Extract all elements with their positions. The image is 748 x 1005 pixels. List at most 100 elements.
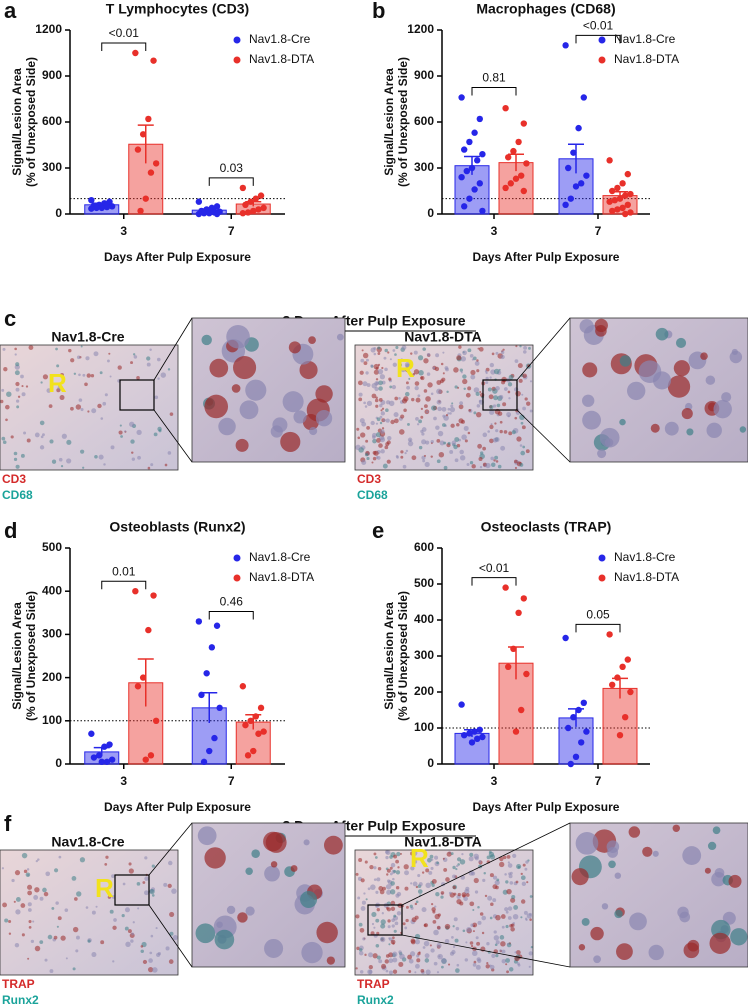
cell: [499, 949, 502, 952]
cell: [379, 403, 383, 408]
cell: [4, 918, 9, 923]
cell: [386, 889, 392, 895]
cell: [403, 408, 407, 413]
cell: [436, 388, 442, 395]
data-point: [213, 210, 221, 218]
cell: [150, 463, 154, 467]
zoom-line: [401, 934, 571, 968]
cell: [380, 449, 385, 454]
cell: [392, 969, 398, 974]
cell: [403, 396, 409, 402]
cell: [385, 969, 389, 973]
cell: [441, 957, 447, 964]
data-point: [619, 180, 626, 187]
cell: [524, 917, 528, 920]
cell: [470, 369, 476, 376]
cell: [42, 887, 47, 893]
cell: [157, 952, 161, 956]
data-point: [474, 735, 481, 742]
cell: [455, 867, 458, 871]
cell: [93, 351, 99, 357]
cell: [652, 850, 659, 857]
cell: [14, 942, 20, 948]
cell: [469, 901, 475, 907]
cell: [465, 886, 470, 891]
cell: [590, 926, 604, 941]
cell: [499, 420, 503, 424]
cell: [435, 892, 440, 897]
x-tick-label: 3: [491, 774, 498, 788]
cell: [388, 970, 393, 975]
cell: [510, 897, 516, 903]
cell: [376, 877, 381, 882]
cell: [405, 918, 409, 923]
y-tick-label: 900: [414, 68, 434, 82]
cell: [416, 423, 420, 426]
cell: [377, 346, 381, 350]
cell: [462, 378, 468, 385]
y-tick-label: 600: [414, 540, 434, 554]
data-point: [512, 728, 520, 735]
cell: [714, 867, 725, 878]
cell: [472, 908, 475, 911]
data-point: [461, 203, 468, 210]
cell: [362, 381, 368, 387]
cell: [484, 894, 488, 898]
cell: [415, 885, 419, 889]
cell: [489, 438, 494, 444]
cell: [421, 907, 427, 913]
cell: [431, 902, 434, 906]
cell: [85, 356, 90, 361]
cell: [130, 939, 134, 943]
cell: [85, 906, 89, 909]
cell: [721, 392, 732, 403]
cell: [68, 348, 72, 353]
cell: [520, 450, 526, 456]
cell: [1, 388, 5, 392]
cell: [371, 393, 377, 399]
cell: [80, 407, 84, 412]
data-point: [515, 609, 522, 616]
cell: [423, 389, 428, 393]
cell: [303, 839, 310, 846]
cell: [323, 835, 343, 855]
cell: [493, 459, 496, 462]
cell: [375, 404, 379, 408]
cell: [502, 855, 507, 860]
cell: [373, 866, 377, 870]
cell: [301, 941, 323, 964]
data-point: [523, 160, 530, 167]
cell: [384, 348, 388, 353]
cell: [146, 362, 151, 367]
cell: [467, 348, 472, 353]
cell: [482, 446, 486, 451]
cell: [130, 361, 134, 365]
cell: [87, 939, 91, 943]
data-point: [142, 756, 149, 763]
cell: [731, 348, 738, 356]
data-point: [567, 195, 574, 202]
panel-letter: e: [372, 518, 384, 543]
cell: [293, 410, 307, 424]
data-point: [614, 674, 621, 681]
cell: [61, 433, 67, 439]
data-point: [502, 105, 509, 112]
cell: [382, 418, 386, 422]
cell: [410, 352, 413, 355]
cell: [463, 425, 469, 431]
y-axis-label: Signal/Lesion Area: [382, 68, 396, 176]
cell: [476, 957, 481, 962]
data-point: [247, 717, 254, 724]
data-point: [255, 206, 262, 213]
cell: [493, 930, 497, 934]
cell: [417, 394, 421, 398]
cell: [426, 352, 431, 357]
cell: [700, 352, 708, 360]
cell: [209, 358, 229, 378]
cell: [168, 860, 173, 866]
cell: [400, 450, 404, 454]
cell: [378, 397, 383, 402]
cell: [504, 873, 507, 876]
y-axis-label: (% of Unexposed Side): [396, 591, 410, 721]
cell: [477, 920, 482, 925]
